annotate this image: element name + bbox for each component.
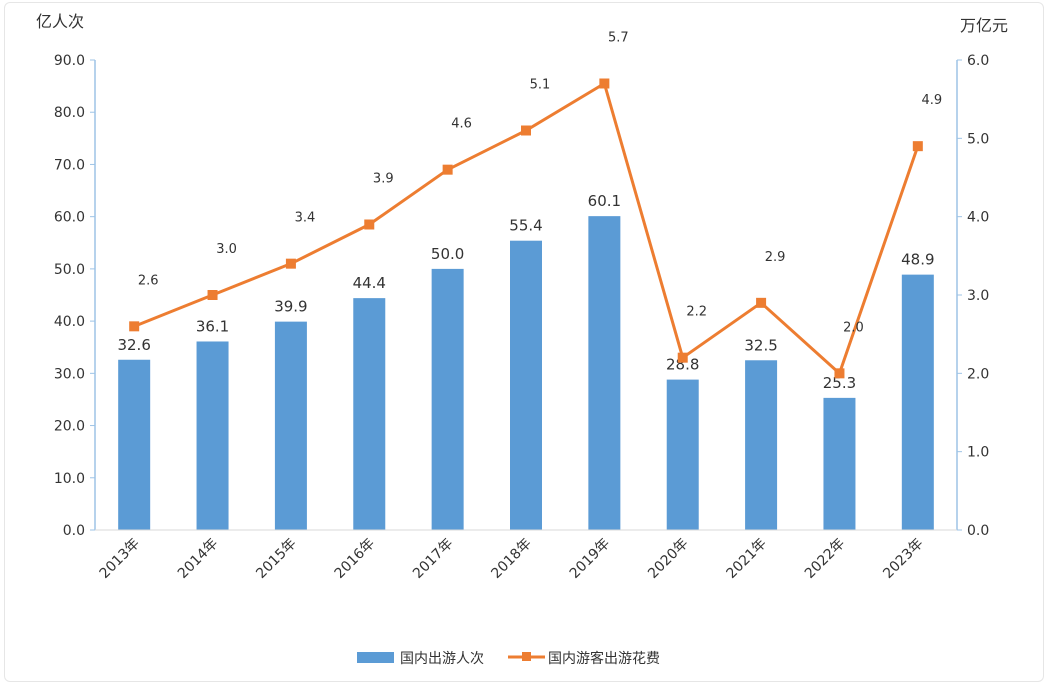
line-data-label: 3.4 bbox=[295, 211, 316, 226]
legend-swatch-marker bbox=[522, 652, 531, 661]
line-marker bbox=[756, 297, 767, 308]
line-marker bbox=[912, 141, 923, 152]
x-axis-tick-label: 2019年 bbox=[567, 536, 613, 582]
x-axis-tick-label: 2014年 bbox=[175, 536, 221, 582]
bar bbox=[901, 274, 934, 530]
legend-label-bar: 国内出游人次 bbox=[400, 651, 484, 667]
x-axis-tick-label: 2015年 bbox=[253, 536, 299, 582]
right-axis-tick-label: 1.0 bbox=[967, 445, 989, 461]
bar bbox=[118, 359, 151, 530]
x-axis-tick-label: 2021年 bbox=[724, 536, 770, 582]
left-axis-tick-label: 0.0 bbox=[63, 523, 85, 539]
line-data-label: 3.9 bbox=[373, 172, 394, 187]
x-axis-tick-label: 2013年 bbox=[97, 536, 143, 582]
bar bbox=[745, 360, 778, 530]
line-data-label: 2.2 bbox=[686, 305, 707, 320]
bar bbox=[274, 321, 307, 530]
line-marker bbox=[599, 78, 610, 89]
line-series: 2.6 3.0 3.4 3.9 4.6 5.1 5.7 2.2 2.9 2.0 4.9 bbox=[129, 31, 942, 379]
x-axis-tick-label: 2020年 bbox=[645, 536, 691, 582]
x-axis-tick-label: 2016年 bbox=[332, 536, 378, 582]
right-axis-tick-label: 5.0 bbox=[967, 131, 989, 147]
bar bbox=[666, 379, 699, 530]
left-axis-tick-label: 60.0 bbox=[54, 210, 85, 226]
bar bbox=[823, 397, 856, 530]
line-marker bbox=[677, 352, 688, 363]
right-axis-tick-label: 2.0 bbox=[967, 366, 989, 382]
line-marker bbox=[129, 321, 140, 332]
legend-swatch-bar bbox=[357, 652, 394, 663]
line-data-label: 2.6 bbox=[138, 273, 159, 288]
bar-data-label: 55.4 bbox=[509, 217, 542, 235]
line-marker bbox=[834, 368, 845, 379]
left-axis-tick-label: 30.0 bbox=[54, 366, 85, 382]
right-axis-tick-label: 4.0 bbox=[967, 210, 989, 226]
right-axis-unit: 万亿元 bbox=[960, 16, 1008, 35]
x-axis-tick-label: 2023年 bbox=[880, 536, 926, 582]
bar bbox=[431, 268, 464, 530]
bar bbox=[588, 216, 621, 530]
line-data-label: 5.1 bbox=[530, 78, 551, 93]
legend: 国内出游人次 国内游客出游花费 bbox=[357, 650, 660, 667]
line-marker bbox=[285, 258, 296, 269]
legend-label-line: 国内游客出游花费 bbox=[548, 650, 660, 667]
bar-data-label: 48.9 bbox=[901, 251, 934, 269]
right-axis: 0.0 1.0 2.0 3.0 4.0 5.0 6.0 bbox=[956, 53, 989, 539]
line-marker bbox=[364, 219, 375, 230]
bar-data-label: 32.5 bbox=[744, 336, 777, 354]
x-axis-tick-label: 2018年 bbox=[488, 536, 534, 582]
left-axis-tick-label: 40.0 bbox=[54, 314, 85, 330]
line-marker bbox=[207, 290, 218, 300]
bar-data-label: 25.3 bbox=[823, 374, 856, 392]
x-axis-tick-label: 2022年 bbox=[802, 536, 848, 582]
left-axis-tick-label: 70.0 bbox=[54, 157, 85, 173]
left-axis-tick-label: 90.0 bbox=[54, 53, 85, 69]
x-axis-tick-label: 2017年 bbox=[410, 536, 456, 582]
line-data-label: 4.6 bbox=[451, 117, 472, 132]
line-data-label: 5.7 bbox=[608, 31, 629, 46]
line-data-label: 2.9 bbox=[765, 250, 786, 265]
left-axis-unit: 亿人次 bbox=[36, 12, 84, 31]
left-axis-tick-label: 20.0 bbox=[54, 419, 85, 435]
right-axis-tick-label: 3.0 bbox=[967, 288, 989, 304]
bar-series: 32.6 36.1 39.9 44.4 50.0 55.4 60.1 28.8 32.5 25.3… bbox=[117, 192, 935, 530]
right-axis-tick-label: 6.0 bbox=[967, 53, 989, 69]
line-data-label: 3.0 bbox=[216, 242, 237, 257]
bar bbox=[353, 298, 386, 530]
bar bbox=[510, 240, 542, 530]
bar-data-label: 32.6 bbox=[117, 336, 150, 354]
bar-data-label: 44.4 bbox=[353, 274, 386, 292]
right-axis-tick-label: 0.0 bbox=[967, 523, 989, 539]
bar bbox=[196, 341, 229, 530]
line-data-label: 2.0 bbox=[843, 320, 864, 335]
left-axis: 0.0 10.0 20.0 30.0 40.0 50.0 60.0 70.0 80.0 90.0 bbox=[54, 53, 96, 539]
left-axis-tick-label: 50.0 bbox=[54, 262, 85, 278]
line-marker bbox=[521, 125, 531, 136]
x-axis: 2013年 2014年 2015年 2016年 2017年 2018年 2019年 2020年… bbox=[95, 529, 957, 582]
bar-data-label: 28.8 bbox=[666, 356, 699, 374]
left-axis-tick-label: 80.0 bbox=[54, 105, 85, 121]
bar-data-label: 50.0 bbox=[431, 245, 464, 263]
bar-data-label: 39.9 bbox=[274, 298, 307, 316]
bar-data-label: 36.1 bbox=[196, 317, 229, 335]
bar-data-label: 60.1 bbox=[588, 192, 621, 210]
left-axis-tick-label: 10.0 bbox=[54, 471, 85, 487]
line-data-label: 4.9 bbox=[921, 93, 942, 108]
line-marker bbox=[442, 164, 453, 175]
